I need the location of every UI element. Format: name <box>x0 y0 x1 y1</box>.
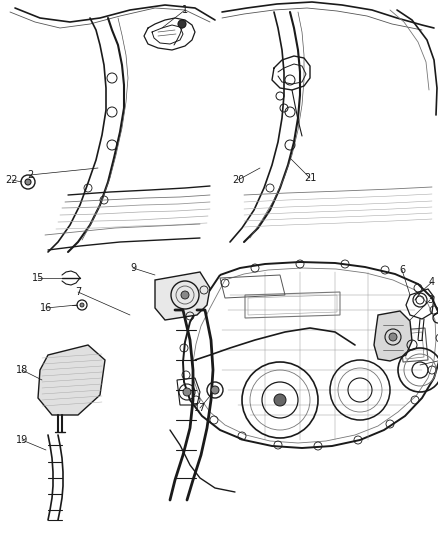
Text: 4: 4 <box>429 277 435 287</box>
Circle shape <box>181 291 189 299</box>
Text: 7: 7 <box>75 287 81 297</box>
Text: 1: 1 <box>182 5 188 15</box>
Circle shape <box>274 394 286 406</box>
Circle shape <box>211 386 219 394</box>
Circle shape <box>25 179 31 185</box>
Text: 19: 19 <box>16 435 28 445</box>
Polygon shape <box>38 345 105 415</box>
Polygon shape <box>155 272 210 320</box>
Text: 21: 21 <box>304 173 316 183</box>
Circle shape <box>183 388 191 396</box>
Text: 16: 16 <box>40 303 52 313</box>
Text: 20: 20 <box>232 175 244 185</box>
Circle shape <box>80 303 84 307</box>
Text: 22: 22 <box>6 175 18 185</box>
Text: 2: 2 <box>27 170 33 180</box>
Text: 9: 9 <box>130 263 136 273</box>
Text: 17: 17 <box>194 403 206 413</box>
Text: 15: 15 <box>32 273 44 283</box>
Text: 6: 6 <box>399 265 405 275</box>
Text: 18: 18 <box>16 365 28 375</box>
Circle shape <box>389 333 397 341</box>
Polygon shape <box>374 311 412 361</box>
Circle shape <box>178 20 186 28</box>
Text: 3: 3 <box>427 295 433 305</box>
